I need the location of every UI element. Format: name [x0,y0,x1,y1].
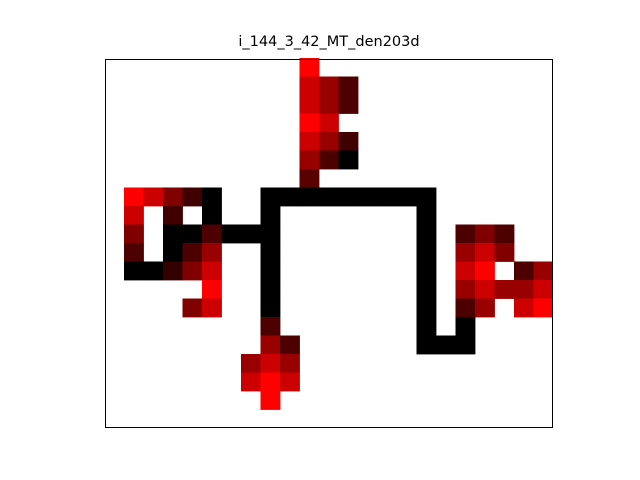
heatmap-cell [416,280,437,299]
heatmap-cell [475,261,495,281]
heatmap-cell [455,243,476,262]
heatmap-cell [124,187,144,207]
heatmap-cell [182,261,203,281]
heatmap-cell [494,224,515,244]
heatmap-cell [182,298,203,318]
heatmap-cell [260,243,281,262]
heatmap-cell [124,261,144,281]
heatmap-cell [143,187,164,207]
heatmap-cell [202,187,222,207]
heatmap-cell [260,335,281,355]
heatmap-cell [319,132,339,151]
heatmap-cell [416,298,437,318]
heatmap-cell [299,150,320,170]
heatmap-cell [416,261,437,281]
heatmap-cell [163,243,183,262]
heatmap-cell [163,261,183,281]
heatmap-cell [299,132,320,151]
heatmap-cell [280,354,300,373]
heatmap-cell [163,187,183,207]
heatmap-cell [475,243,495,262]
heatmap-cell [299,58,320,77]
heatmap-cell [338,95,359,114]
heatmap-cell [202,243,222,262]
heatmap-cell [280,187,300,207]
heatmap-cell [416,243,437,262]
heatmap-cell [260,298,281,318]
heatmap-cell [299,76,320,96]
heatmap-cell [514,261,534,281]
heatmap-cell [338,150,359,170]
heatmap-cell [143,261,164,281]
heatmap-cell [319,76,339,96]
heatmap-cell [202,298,222,318]
heatmap-cell [280,372,300,392]
heatmap-cell [182,243,203,262]
heatmap-cell [533,261,553,281]
heatmap-cell [416,206,437,225]
heatmap-cell [319,95,339,114]
heatmap-cell [260,261,281,281]
heatmap-plot-area [124,58,553,410]
heatmap-cell [260,391,281,410]
heatmap-cell [533,280,553,299]
heatmap-cell [533,298,553,318]
heatmap-cell [299,113,320,133]
heatmap-cell [241,354,261,373]
heatmap-cell [241,372,261,392]
heatmap-cell [260,206,281,225]
heatmap-cell [416,224,437,244]
heatmap-cell [319,187,339,207]
heatmap-cell [319,150,339,170]
heatmap-cell [416,317,437,336]
heatmap-cell [163,224,183,244]
heatmap-cell [202,280,222,299]
heatmap-cell [124,224,144,244]
heatmap-cell [397,187,417,207]
heatmap-cell [494,243,515,262]
heatmap-cell [260,317,281,336]
heatmap-cell [299,187,320,207]
heatmap-cell [299,95,320,114]
heatmap-cell [319,113,339,133]
heatmap-cell [377,187,398,207]
heatmap-cell [475,224,495,244]
heatmap-cell [475,280,495,299]
heatmap-cell [455,261,476,281]
heatmap-cell [260,354,281,373]
heatmap-cell [455,335,476,355]
heatmap-cell [514,280,534,299]
heatmap-cell [338,132,359,151]
heatmap-cell [436,335,456,355]
heatmap-cell [494,280,515,299]
heatmap-cell [416,187,437,207]
heatmap-cell [416,335,437,355]
heatmap-cell [202,206,222,225]
heatmap-cell [475,298,495,318]
heatmap-cell [182,187,203,207]
heatmap-cell [124,206,144,225]
heatmap-cell [124,243,144,262]
heatmap-cell [182,224,203,244]
heatmap-cell [163,206,183,225]
heatmap-cell [299,169,320,188]
heatmap-cell [241,224,261,244]
heatmap-cell [260,280,281,299]
heatmap-cell [514,298,534,318]
heatmap-cell [358,187,378,207]
heatmap-cell [260,187,281,207]
heatmap-cell [221,224,242,244]
heatmap-cell [338,187,359,207]
heatmap-cell [202,261,222,281]
heatmap-cell [455,317,476,336]
heatmap-cell [455,224,476,244]
heatmap-cell [280,335,300,355]
heatmap-cell [455,280,476,299]
heatmap-cell [260,372,281,392]
heatmap-cell [202,224,222,244]
chart-title: i_144_3_42_MT_den203d [238,34,420,50]
heatmap-cell [260,224,281,244]
heatmap-cell [455,298,476,318]
heatmap-cell [338,76,359,96]
